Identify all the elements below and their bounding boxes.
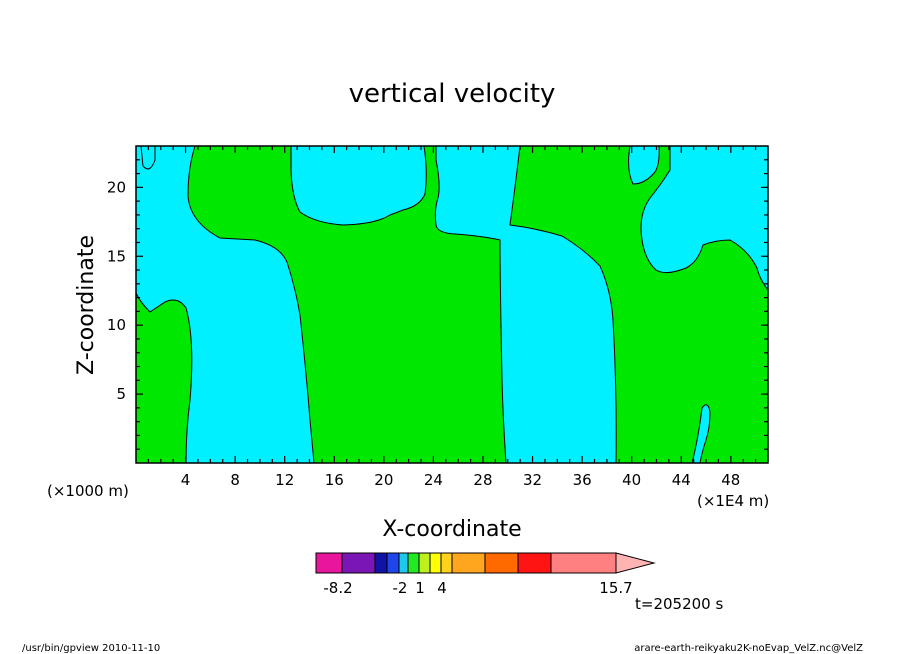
- negative-region-center: [434, 146, 617, 463]
- x-tick-label: 36: [573, 471, 592, 489]
- y-axis-label: Z-coordinate: [74, 235, 99, 375]
- x-tick-label: 4: [181, 471, 191, 489]
- negative-region-top-center: [290, 146, 427, 226]
- x-tick-label: 40: [622, 471, 641, 489]
- y-tick-label: 20: [107, 178, 126, 196]
- colorbar-label: -8.2: [323, 579, 352, 597]
- colorbar-labels: -8.2 -2 1 4 15.7: [323, 579, 632, 597]
- x-unit-right: (×1E4 m): [697, 492, 769, 510]
- colorbar-segment: [374, 552, 388, 574]
- axis-ticks: [136, 146, 768, 463]
- colorbar-segment: [386, 552, 400, 574]
- colorbar-segment: [517, 552, 552, 574]
- plot-area: [135, 145, 769, 464]
- y-tick-labels: 5 10 15 20: [107, 178, 126, 403]
- colorbar-label: -2: [393, 579, 408, 597]
- negative-region-top-right: [628, 146, 660, 185]
- negative-region-right: [640, 146, 768, 291]
- colorbar-label: 1: [415, 579, 425, 597]
- colorbar-segment: [315, 552, 343, 574]
- colorbar: [315, 552, 656, 574]
- x-tick-label: 32: [523, 471, 542, 489]
- colorbar-segment: [418, 552, 431, 574]
- colorbar-label: 15.7: [599, 579, 632, 597]
- x-tick-labels: 4 8 12 16 20 24 28 32 36 40 44 48: [181, 471, 741, 489]
- y-tick-label: 10: [107, 316, 126, 334]
- colorbar-segment: [451, 552, 486, 574]
- negative-region-bottom-right: [691, 404, 711, 463]
- chart-title: vertical velocity: [349, 79, 556, 109]
- colorbar-segment: [398, 552, 409, 574]
- x-tick-label: 24: [424, 471, 443, 489]
- colorbar-label: 4: [437, 579, 447, 597]
- negative-region-left: [136, 146, 315, 463]
- x-tick-label: 12: [275, 471, 294, 489]
- colorbar-segment: [550, 552, 617, 574]
- colorbar-segment: [440, 552, 453, 574]
- footer-right: arare-earth-reikyaku2K-noEvap_VelZ.nc@Ve…: [634, 643, 863, 654]
- y-tick-label: 5: [116, 385, 126, 403]
- x-tick-label: 44: [672, 471, 691, 489]
- x-tick-label: 16: [325, 471, 344, 489]
- colorbar-segment: [484, 552, 519, 574]
- x-tick-label: 48: [721, 471, 740, 489]
- footer-left: /usr/bin/gpview 2010-11-10: [22, 643, 160, 654]
- colorbar-segment: [341, 552, 376, 574]
- x-axis-label: X-coordinate: [382, 517, 521, 542]
- x-tick-label: 20: [374, 471, 393, 489]
- plot-frame: [135, 145, 769, 464]
- x-tick-label: 28: [473, 471, 492, 489]
- colorbar-segment: [407, 552, 420, 574]
- x-unit-left: (×1000 m): [47, 482, 129, 500]
- x-tick-label: 8: [230, 471, 240, 489]
- colorbar-segment: [429, 552, 442, 574]
- time-label: t=205200 s: [635, 595, 723, 613]
- colorbar-end-arrow: [615, 552, 656, 574]
- y-tick-label: 15: [107, 247, 126, 265]
